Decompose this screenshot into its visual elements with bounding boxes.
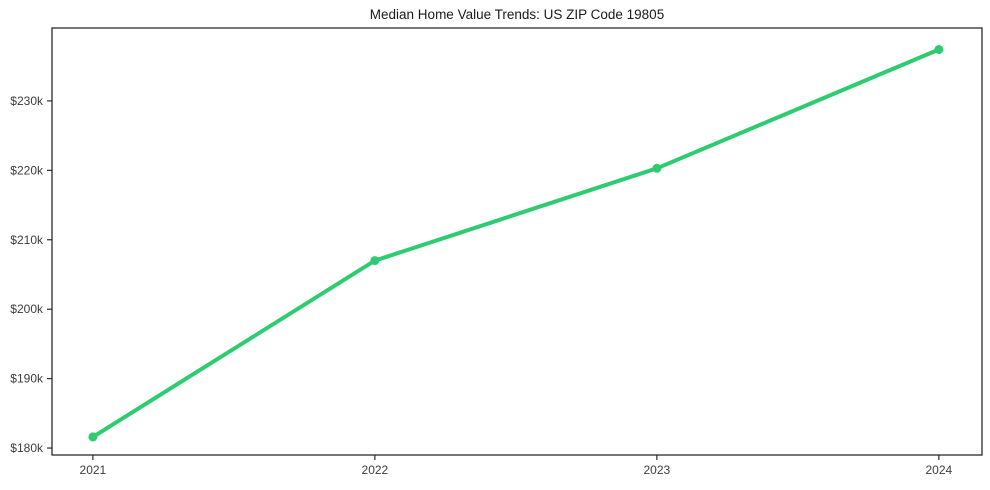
plot-border xyxy=(51,27,983,456)
y-tick-label: $200k xyxy=(10,302,44,316)
y-tick-label: $220k xyxy=(10,163,44,177)
x-tick-label: 2023 xyxy=(644,463,671,477)
y-tick-label: $180k xyxy=(10,441,44,455)
x-tick-label: 2021 xyxy=(80,463,107,477)
x-tick-label: 2024 xyxy=(926,463,953,477)
y-tick-label: $230k xyxy=(10,94,44,108)
y-tick-label: $190k xyxy=(10,372,44,386)
x-tick-label: 2022 xyxy=(362,463,389,477)
trend-line xyxy=(90,47,941,439)
data-point xyxy=(652,163,662,173)
y-tick-label: $210k xyxy=(10,233,44,247)
data-point xyxy=(370,256,380,266)
chart-title: Median Home Value Trends: US ZIP Code 19… xyxy=(369,7,665,22)
data-point xyxy=(934,45,944,54)
data-point xyxy=(88,432,98,442)
